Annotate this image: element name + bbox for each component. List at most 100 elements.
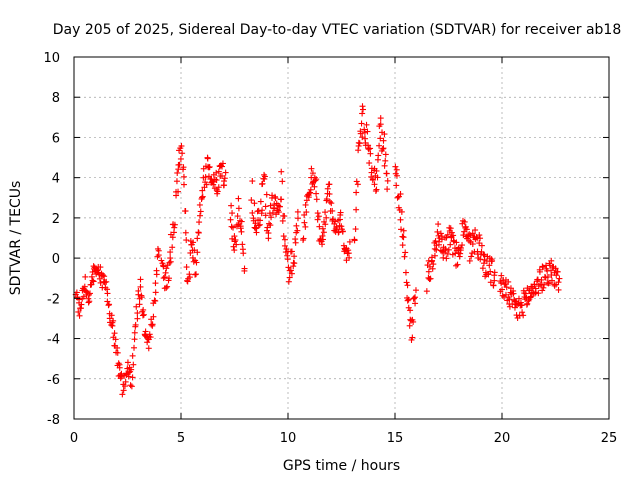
data-point <box>380 145 387 152</box>
data-point <box>519 309 526 316</box>
data-point <box>303 197 310 204</box>
data-point <box>326 198 333 205</box>
data-point <box>278 196 285 203</box>
data-point <box>90 278 97 285</box>
data-point <box>468 253 475 260</box>
data-point <box>89 277 96 284</box>
series-segment <box>158 142 229 292</box>
data-point <box>461 218 468 225</box>
data-point <box>195 229 202 236</box>
data-point <box>235 195 242 202</box>
data-point <box>462 223 469 230</box>
data-point <box>412 294 419 301</box>
data-point <box>140 311 147 318</box>
data-point <box>520 312 527 319</box>
data-point <box>466 257 473 264</box>
data-point <box>161 274 168 281</box>
data-point <box>319 225 326 232</box>
data-point <box>186 274 193 281</box>
data-point <box>329 207 336 214</box>
data-point <box>138 294 145 301</box>
data-point <box>281 236 288 243</box>
y-tick-label: 8 <box>52 91 60 106</box>
data-point <box>369 176 376 183</box>
data-point <box>301 219 308 226</box>
data-point <box>291 253 298 260</box>
data-point <box>337 209 344 216</box>
data-point <box>180 181 187 188</box>
data-point <box>405 304 412 311</box>
data-point <box>231 247 238 254</box>
data-point <box>169 244 176 251</box>
data-point <box>163 284 170 291</box>
data-point <box>108 312 115 319</box>
data-point <box>381 131 388 138</box>
data-point <box>146 331 153 338</box>
data-point <box>513 312 520 319</box>
data-point <box>404 282 411 289</box>
data-point <box>338 223 345 230</box>
data-point <box>103 278 110 285</box>
data-point <box>305 194 312 201</box>
data-point <box>314 210 321 217</box>
data-point <box>206 163 213 170</box>
data-point <box>399 242 406 249</box>
data-point <box>434 228 441 235</box>
data-point <box>302 201 309 208</box>
data-point <box>313 196 320 203</box>
data-point <box>152 289 159 296</box>
data-point <box>308 165 315 172</box>
data-point <box>134 310 141 317</box>
data-point <box>402 269 409 276</box>
data-point <box>231 233 238 240</box>
data-point <box>132 321 139 328</box>
data-point <box>288 270 295 277</box>
data-point <box>326 191 333 198</box>
data-point <box>145 345 152 352</box>
data-point <box>528 283 535 290</box>
data-point <box>106 301 113 308</box>
data-point <box>228 202 235 209</box>
data-point <box>373 167 380 174</box>
data-point <box>553 272 560 279</box>
data-point <box>371 181 378 188</box>
data-point <box>97 279 104 286</box>
data-point <box>491 269 498 276</box>
data-point <box>324 185 331 192</box>
data-point <box>96 275 103 282</box>
data-point <box>326 181 333 188</box>
data-point <box>499 292 506 299</box>
data-point <box>257 217 264 224</box>
data-point <box>128 383 135 390</box>
data-point <box>479 265 486 272</box>
data-point <box>450 232 457 239</box>
data-point <box>503 284 510 291</box>
data-point <box>121 383 128 390</box>
data-point <box>374 174 381 181</box>
data-point <box>544 273 551 280</box>
data-point <box>491 277 498 284</box>
data-point <box>435 221 442 228</box>
data-point <box>313 176 320 183</box>
data-point <box>480 251 487 258</box>
data-point <box>173 192 180 199</box>
data-point <box>279 217 286 224</box>
data-point <box>397 190 404 197</box>
data-point <box>438 233 445 240</box>
data-point <box>196 212 203 219</box>
data-point <box>397 216 404 223</box>
data-point <box>409 334 416 341</box>
data-point <box>287 267 294 274</box>
data-point <box>110 317 117 324</box>
data-point <box>86 290 93 297</box>
data-point <box>111 330 118 337</box>
data-point <box>166 275 173 282</box>
data-point <box>196 201 203 208</box>
data-point <box>511 297 518 304</box>
data-point <box>319 236 326 243</box>
data-point <box>128 366 135 373</box>
data-point <box>137 276 144 283</box>
data-point <box>183 264 190 271</box>
data-point <box>541 281 548 288</box>
data-point <box>75 308 82 315</box>
